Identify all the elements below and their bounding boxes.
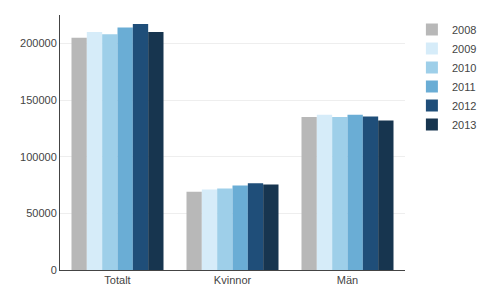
svg-text:Totalt: Totalt (104, 274, 130, 286)
svg-text:2008: 2008 (452, 24, 476, 36)
svg-text:2012: 2012 (452, 100, 476, 112)
svg-text:150000: 150000 (20, 94, 57, 106)
svg-text:50000: 50000 (26, 207, 57, 219)
svg-text:2011: 2011 (452, 81, 476, 93)
svg-text:Kvinnor: Kvinnor (214, 274, 252, 286)
svg-text:2013: 2013 (452, 119, 476, 131)
svg-text:100000: 100000 (20, 151, 57, 163)
svg-text:Män: Män (337, 274, 358, 286)
svg-text:200000: 200000 (20, 37, 57, 49)
svg-text:2009: 2009 (452, 43, 476, 55)
svg-text:2010: 2010 (452, 62, 476, 74)
svg-text:0: 0 (51, 264, 57, 276)
